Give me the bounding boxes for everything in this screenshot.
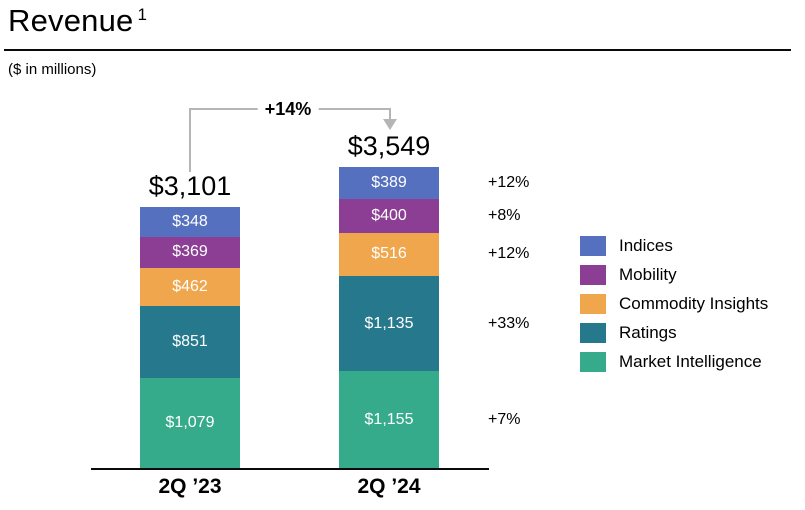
segment-value-label: $1,079 — [165, 413, 215, 431]
growth-label-indices: +12% — [488, 174, 530, 192]
legend-item-mobility: Mobility — [580, 265, 768, 285]
legend-swatch-icon — [580, 265, 606, 285]
title-divider — [4, 49, 791, 51]
segment-value-label: $400 — [371, 207, 407, 225]
bar-total-label-1: $3,101 — [148, 171, 232, 202]
bar-segment-ratings-1: $851 — [140, 306, 240, 378]
legend-label: Indices — [619, 236, 673, 255]
legend-item-indices: Indices — [580, 236, 768, 256]
legend-item-ratings: Ratings — [580, 323, 768, 343]
page-title-text: Revenue — [8, 3, 134, 38]
legend-label: Ratings — [619, 323, 677, 342]
segment-value-label: $1,135 — [364, 314, 414, 332]
segment-value-label: $389 — [371, 174, 407, 192]
growth-bracket-right-stem — [389, 108, 391, 120]
x-axis-line — [91, 468, 489, 470]
category-label-2q23: 2Q ’23 — [158, 475, 222, 498]
growth-label-ratings: +33% — [488, 314, 530, 332]
bar-segment-market-intelligence-1: $1,079 — [140, 377, 240, 468]
growth-bracket-left-leg — [189, 108, 191, 172]
bar-segment-indices-1: $348 — [140, 207, 240, 237]
legend-swatch-icon — [580, 294, 606, 314]
segment-value-label: $516 — [371, 245, 407, 263]
legend-item-market-intelligence: Market Intelligence — [580, 352, 768, 372]
legend-label: Mobility — [619, 265, 677, 284]
footnote-marker: 1 — [137, 4, 148, 24]
total-growth-label: +14% — [257, 99, 319, 120]
bar-total-label-2: $3,549 — [347, 130, 431, 161]
bar-segment-commodity-insights-1: $462 — [140, 267, 240, 307]
bar-segment-indices-2: $389 — [339, 166, 439, 200]
bar-segment-mobility-2: $400 — [339, 199, 439, 233]
legend-label: Commodity Insights — [619, 294, 769, 313]
legend-swatch-icon — [580, 323, 606, 343]
growth-arrow-head-icon — [383, 119, 397, 130]
legend-item-commodity-insights: Commodity Insights — [580, 294, 768, 314]
legend-swatch-icon — [580, 236, 606, 256]
segment-value-label: $348 — [172, 213, 208, 231]
segment-value-label: $462 — [172, 277, 208, 295]
bar-segment-commodity-insights-2: $516 — [339, 232, 439, 277]
growth-label-commodity-insights: +12% — [488, 245, 530, 263]
bar-segment-market-intelligence-2: $1,155 — [339, 371, 439, 468]
growth-label-mobility: +8% — [488, 207, 521, 225]
bar-segment-ratings-2: $1,135 — [339, 276, 439, 372]
legend-label: Market Intelligence — [619, 352, 762, 371]
bar-segment-mobility-1: $369 — [140, 236, 240, 268]
segment-value-label: $1,155 — [364, 410, 414, 428]
units-subtitle: ($ in millions) — [8, 61, 97, 78]
legend-swatch-icon — [580, 352, 606, 372]
page-title: Revenue 1 — [8, 3, 147, 39]
segment-value-label: $369 — [172, 243, 208, 261]
segment-value-label: $851 — [172, 332, 208, 350]
legend: Indices Mobility Commodity Insights Ratings… — [580, 236, 768, 372]
category-label-2q24: 2Q ’24 — [357, 475, 421, 498]
growth-label-market-intelligence: +7% — [488, 410, 521, 428]
